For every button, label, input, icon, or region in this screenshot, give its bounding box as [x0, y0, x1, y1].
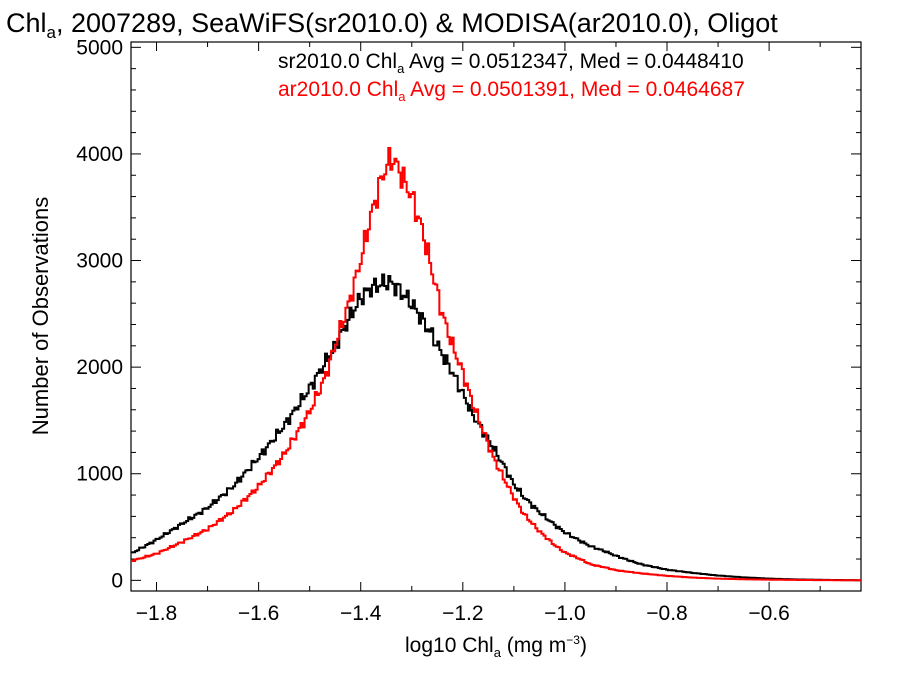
chart-title-prefix: Chl [6, 8, 47, 38]
legend-entry-ar2010-rest: Avg = 0.0501391, Med = 0.0464687 [405, 78, 744, 101]
chart-title: Chla, 2007289, SeaWiFS(sr2010.0) & MODIS… [6, 8, 778, 42]
y-axis-label: Number of Observations [28, 197, 53, 435]
x-axis-label-sup: −3 [566, 633, 580, 647]
y-tick-label: 5000 [76, 36, 123, 59]
y-tick-label: 1000 [76, 463, 123, 486]
legend-entry-sr2010: sr2010.0 Chla Avg = 0.0512347, Med = 0.0… [278, 50, 744, 76]
x-axis-label-mid: (mg m [501, 634, 566, 657]
series-line-ar2010.0 [131, 146, 861, 582]
chart-title-sub: a [47, 23, 57, 42]
series-layer [131, 146, 861, 582]
legend-entry-ar2010-sub: a [398, 89, 406, 104]
y-tick-label: 4000 [76, 143, 123, 166]
legend-entry-sr2010-sub: a [397, 61, 405, 76]
x-tick-label: −1.6 [238, 602, 279, 625]
x-tick-label: −1.0 [544, 602, 585, 625]
y-tick-label: 3000 [76, 250, 123, 273]
y-axis: 0 1000 2000 3000 4000 5000 [76, 36, 861, 592]
legend-entry-sr2010-rest: Avg = 0.0512347, Med = 0.0448410 [404, 50, 743, 73]
x-tick-label: −1.2 [442, 602, 483, 625]
plot-frame [130, 41, 862, 592]
x-axis-label-prefix: log10 Chl [405, 634, 494, 657]
x-axis: −1.8 −1.6 −1.4 −1.2 −1.0 −0.8 −0.6 [136, 42, 821, 625]
x-tick-label: −1.4 [340, 602, 382, 625]
x-tick-label: −0.6 [748, 602, 789, 625]
legend-entry-ar2010-prefix: ar2010.0 Chl [278, 78, 398, 101]
x-axis-label-sub: a [494, 645, 502, 660]
y-tick-label: 0 [111, 569, 123, 592]
series-line-sr2010.0 [131, 273, 861, 582]
x-tick-label: −1.8 [136, 602, 177, 625]
y-tick-label: 2000 [76, 356, 123, 379]
chart-title-rest: , 2007289, SeaWiFS(sr2010.0) & MODISA(ar… [56, 8, 778, 38]
x-tick-label: −0.8 [646, 602, 687, 625]
x-axis-label-end: ) [580, 634, 587, 657]
legend-entry-sr2010-prefix: sr2010.0 Chl [278, 50, 397, 73]
x-axis-label: log10 Chla (mg m−3) [405, 633, 587, 660]
legend-entry-ar2010: ar2010.0 Chla Avg = 0.0501391, Med = 0.0… [278, 78, 745, 104]
